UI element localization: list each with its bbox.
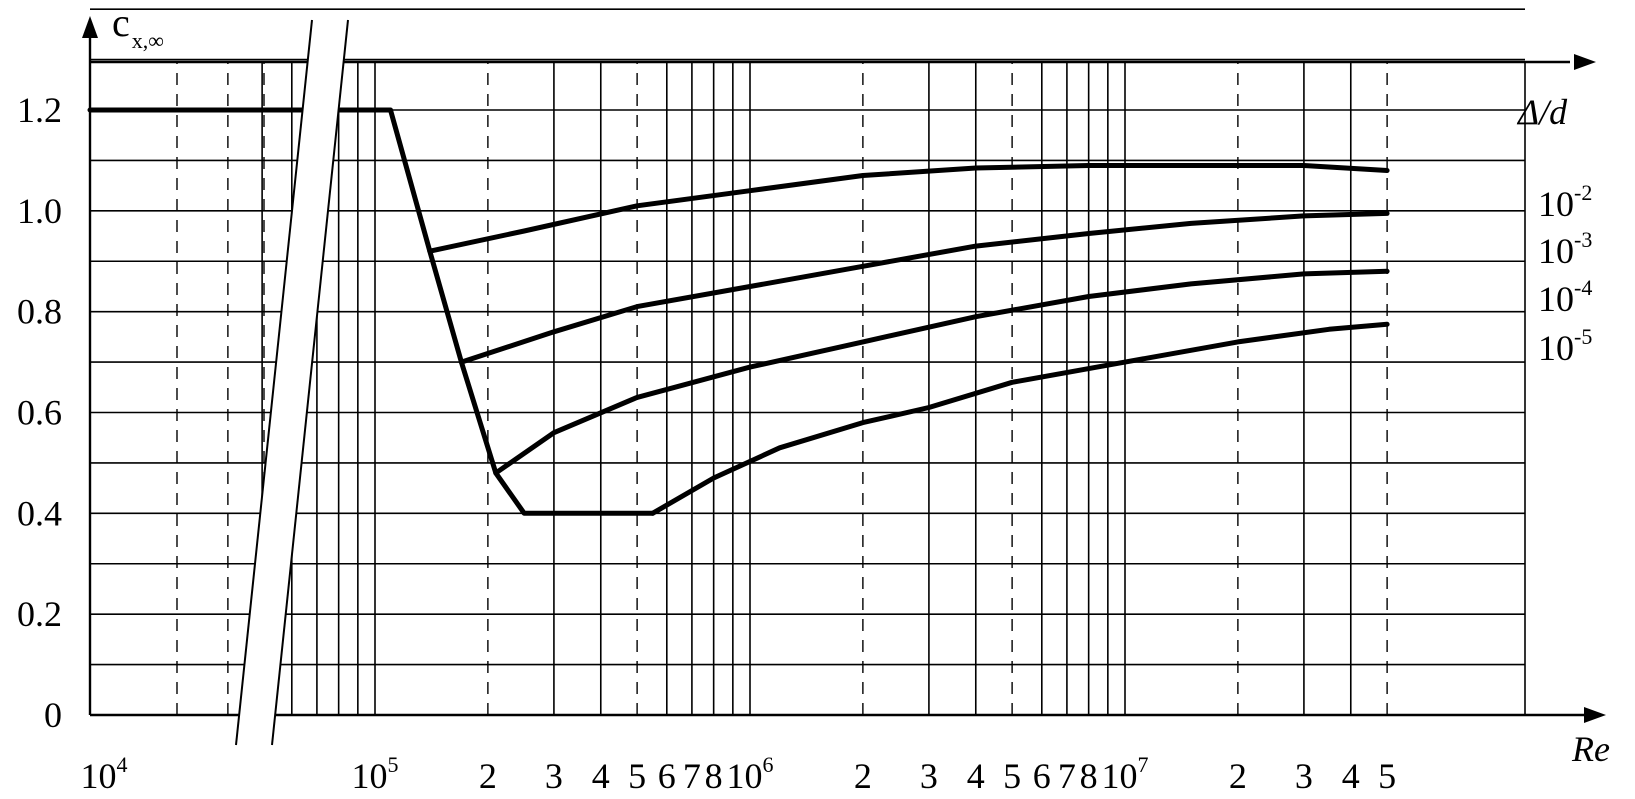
x-tick-label-base: 2 bbox=[479, 756, 497, 796]
series-label-base: 10 bbox=[1538, 184, 1574, 224]
x-tick-label-base: 10 bbox=[81, 756, 117, 796]
curves bbox=[87, 107, 1390, 516]
x-tick-label: 6 bbox=[658, 756, 676, 796]
x-tick-label-base: 4 bbox=[592, 756, 610, 796]
x-tick-label-base: 7 bbox=[683, 756, 701, 796]
x-tick-label: 5 bbox=[1003, 756, 1021, 796]
x-tick-label: 6 bbox=[1033, 756, 1051, 796]
series-label-base: 10 bbox=[1538, 279, 1574, 319]
y-tick-label: 0.2 bbox=[17, 594, 62, 634]
series-line-envelope bbox=[87, 107, 656, 516]
x-tick-label-base: 10 bbox=[1102, 756, 1138, 796]
series-label: 10-4 bbox=[1538, 275, 1592, 319]
x-tick-label-base: 8 bbox=[705, 756, 723, 796]
y-axis-title: cx,∞ bbox=[112, 0, 164, 53]
x-tick-label-base: 2 bbox=[1229, 756, 1247, 796]
series-line--2 bbox=[427, 163, 1390, 254]
series-label-exponent: -3 bbox=[1574, 227, 1592, 252]
x-axis-arrow bbox=[1584, 707, 1606, 723]
x-tick-label: 3 bbox=[920, 756, 938, 796]
x-tick-label-base: 6 bbox=[658, 756, 676, 796]
series-label: 10-3 bbox=[1538, 227, 1592, 271]
series-label-base: 10 bbox=[1538, 328, 1574, 368]
x-tick-label: 7 bbox=[683, 756, 701, 796]
x-tick-label-base: 6 bbox=[1033, 756, 1051, 796]
y-axis-title-main: c bbox=[112, 0, 130, 45]
x-tick-labels: 104 105 2 3 4 5 6 7 8 106 2 3 4 5 6 7 8 107 2 3 4 5 bbox=[81, 752, 1397, 796]
x-tick-label-base: 10 bbox=[352, 756, 388, 796]
series-label-exponent: -5 bbox=[1574, 324, 1592, 349]
x-tick-label-base: 3 bbox=[545, 756, 563, 796]
x-tick-label-base: 4 bbox=[967, 756, 985, 796]
x-tick-label: 5 bbox=[1378, 756, 1396, 796]
x-tick-label-base: 5 bbox=[1003, 756, 1021, 796]
x-tick-label-base: 7 bbox=[1058, 756, 1076, 796]
x-tick-label: 5 bbox=[628, 756, 646, 796]
x-axis-title: Re bbox=[1571, 729, 1610, 769]
y-tick-label: 0.6 bbox=[17, 393, 62, 433]
series-line--4 bbox=[493, 268, 1390, 476]
legend-title: Δ/d bbox=[1516, 92, 1568, 132]
x-tick-label: 106 bbox=[727, 752, 774, 796]
x-tick-label-base: 3 bbox=[920, 756, 938, 796]
x-tick-label: 105 bbox=[352, 752, 399, 796]
y-tick-labels: 0 0.2 0.4 0.6 0.8 1.0 1.2 bbox=[17, 90, 62, 735]
series-label-base: 10 bbox=[1538, 231, 1574, 271]
x-tick-label: 8 bbox=[1080, 756, 1098, 796]
y-tick-label: 1.2 bbox=[17, 90, 62, 130]
x-tick-label: 2 bbox=[854, 756, 872, 796]
x-tick-label-exponent: 5 bbox=[388, 752, 399, 777]
x-tick-label: 7 bbox=[1058, 756, 1076, 796]
series-label: 10-2 bbox=[1538, 180, 1592, 224]
series-line--3 bbox=[458, 210, 1390, 365]
x-tick-label-base: 10 bbox=[727, 756, 763, 796]
x-tick-label-exponent: 7 bbox=[1138, 752, 1149, 777]
y-tick-label: 1.0 bbox=[17, 191, 62, 231]
x-tick-label-base: 2 bbox=[854, 756, 872, 796]
x-tick-label: 107 bbox=[1102, 752, 1149, 796]
y-tick-label: 0.8 bbox=[17, 292, 62, 332]
y-axis-title-subscript: x,∞ bbox=[132, 28, 164, 53]
x-tick-label: 4 bbox=[1342, 756, 1360, 796]
x-tick-label-base: 5 bbox=[1378, 756, 1396, 796]
axis-break bbox=[235, 19, 349, 746]
series-label: 10-5 bbox=[1538, 324, 1592, 368]
x-tick-label: 4 bbox=[592, 756, 610, 796]
x-tick-label: 2 bbox=[479, 756, 497, 796]
axis-break-line-left bbox=[235, 19, 313, 746]
x-tick-label: 2 bbox=[1229, 756, 1247, 796]
x-tick-label: 8 bbox=[705, 756, 723, 796]
series-label-exponent: -2 bbox=[1574, 180, 1592, 205]
y-tick-label: 0.4 bbox=[17, 493, 62, 533]
axis-break-line-right bbox=[271, 19, 349, 746]
x-tick-label-base: 3 bbox=[1295, 756, 1313, 796]
x-tick-label-base: 5 bbox=[628, 756, 646, 796]
top-frame-arrow bbox=[1574, 54, 1596, 70]
series-label-exponent: -4 bbox=[1574, 275, 1592, 300]
y-tick-label: 0 bbox=[44, 695, 62, 735]
x-tick-label-base: 8 bbox=[1080, 756, 1098, 796]
x-tick-label: 104 bbox=[81, 752, 128, 796]
x-tick-label-base: 4 bbox=[1342, 756, 1360, 796]
series-labels: 10-210-310-410-5 bbox=[1538, 180, 1592, 368]
x-tick-label: 4 bbox=[967, 756, 985, 796]
x-tick-label-exponent: 6 bbox=[763, 752, 774, 777]
axis-break-band bbox=[236, 20, 348, 745]
x-tick-label-exponent: 4 bbox=[117, 752, 128, 777]
y-axis-arrow bbox=[82, 16, 98, 38]
x-tick-label: 3 bbox=[1295, 756, 1313, 796]
series-line--5 bbox=[650, 321, 1390, 516]
x-tick-label: 3 bbox=[545, 756, 563, 796]
